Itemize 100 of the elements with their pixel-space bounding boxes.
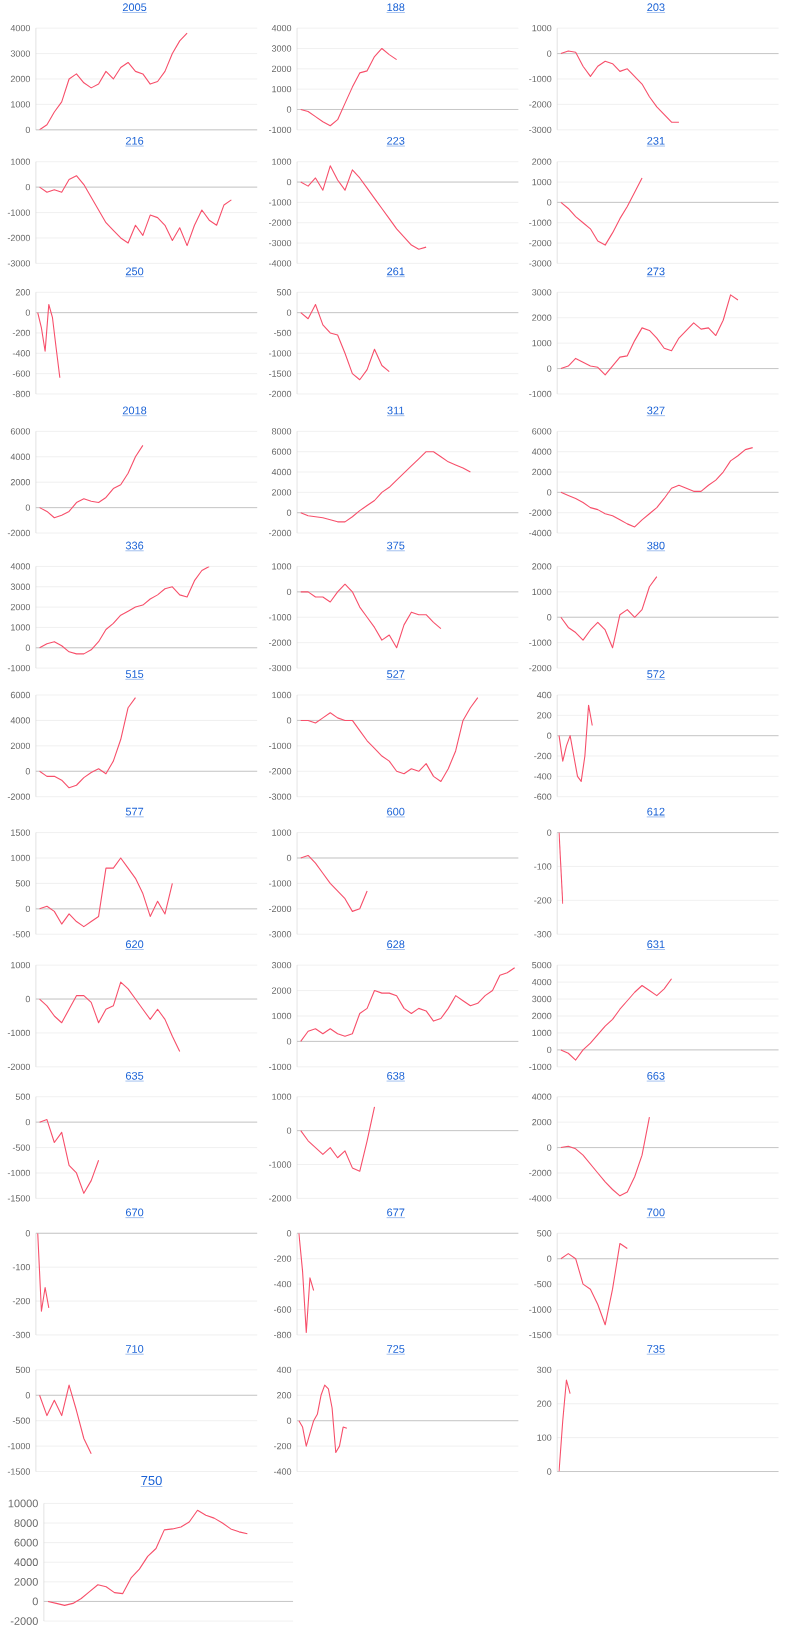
y-tick-label: 0 [546, 199, 552, 206]
y-tick-label: -400 [12, 350, 30, 357]
line-series [36, 303, 61, 379]
y-tick-label: -1000 [528, 390, 552, 398]
chart-title: 261 [386, 267, 405, 276]
y-tick-label: -3000 [268, 793, 291, 800]
y-tick-label: -2000 [268, 639, 291, 646]
y-tick-label: -2000 [7, 1063, 30, 1071]
line-series [38, 1384, 92, 1455]
y-tick-label: -1000 [7, 1169, 30, 1177]
y-tick-label: 0 [25, 644, 30, 651]
chart-title: 380 [646, 541, 665, 550]
y-tick-label: 0 [546, 1144, 552, 1151]
y-tick-label: 0 [286, 854, 291, 862]
chart-title: 677 [386, 1208, 405, 1217]
line-series [558, 704, 593, 782]
line-series [560, 576, 658, 649]
y-tick-label: 1000 [532, 1029, 552, 1037]
y-tick-label: 6000 [14, 1538, 38, 1547]
y-tick-label: 2000 [271, 489, 291, 496]
line-series [38, 175, 232, 247]
y-tick-label: 0 [25, 1392, 30, 1399]
chart-title: 735 [647, 1345, 665, 1353]
y-tick-label: 3000 [10, 50, 30, 57]
chart-title: 700 [647, 1208, 665, 1217]
y-tick-label: 0 [25, 768, 30, 775]
y-tick-label: 2000 [10, 75, 30, 83]
y-tick-label: 2000 [10, 479, 30, 486]
y-tick-label: 4000 [10, 563, 30, 570]
y-tick-label: -200 [273, 1255, 291, 1262]
line-series [299, 697, 479, 782]
y-tick-label: 2000 [531, 1118, 552, 1126]
y-tick-label: 3000 [271, 961, 291, 969]
y-tick-label: -400 [273, 1280, 291, 1288]
y-tick-label: 200 [536, 1400, 552, 1407]
y-tick-label: -2000 [268, 768, 291, 775]
line-series [38, 981, 181, 1053]
y-tick-label: 2000 [271, 65, 291, 72]
y-tick-label: 1000 [272, 691, 291, 699]
y-tick-label: -1000 [268, 742, 291, 750]
y-tick-label: -1000 [7, 209, 30, 216]
y-tick-label: 2000 [531, 563, 552, 570]
y-tick-label: -1000 [528, 639, 552, 646]
y-tick-label: 3000 [531, 995, 552, 1003]
y-tick-label: 2000 [531, 158, 552, 165]
y-tick-label: -200 [12, 329, 30, 337]
chart-title: 2005 [122, 3, 147, 12]
y-tick-label: -1000 [528, 219, 552, 226]
y-tick-label: 0 [546, 732, 552, 739]
y-tick-label: -500 [273, 329, 291, 337]
line-series [38, 1119, 99, 1194]
y-tick-label: 5000 [531, 961, 552, 969]
chart-title: 515 [125, 670, 144, 678]
chart-title: 336 [125, 541, 144, 550]
y-tick-label: -100 [533, 863, 552, 870]
y-tick-label: 0 [286, 309, 291, 316]
y-tick-label: 6000 [10, 691, 30, 699]
y-tick-label: -500 [12, 1144, 30, 1151]
y-tick-label: 1000 [532, 339, 552, 347]
y-tick-label: 6000 [10, 428, 30, 435]
y-tick-label: -2000 [7, 234, 30, 242]
y-tick-label: -2000 [268, 1195, 291, 1202]
y-tick-label: -100 [12, 1264, 30, 1271]
chart-title: 327 [646, 406, 665, 415]
y-tick-label: 4000 [531, 978, 552, 986]
y-tick-label: -3000 [268, 239, 291, 247]
y-tick-label: 4000 [271, 468, 291, 476]
y-tick-label: 6000 [271, 448, 291, 455]
y-tick-label: -200 [533, 752, 552, 760]
y-tick-label: -4000 [528, 1195, 552, 1202]
y-tick-label: -2000 [268, 390, 291, 398]
y-tick-label: -1000 [268, 126, 291, 133]
y-tick-label: 500 [15, 1093, 30, 1100]
chart-title: 203 [647, 3, 665, 12]
y-tick-label: 1000 [532, 588, 552, 596]
y-tick-label: 8000 [14, 1519, 38, 1527]
y-tick-label: 300 [536, 1366, 552, 1374]
y-tick-label: 0 [25, 1118, 30, 1126]
y-tick-label: 0 [286, 1127, 291, 1134]
line-series [298, 1384, 348, 1454]
y-tick-label: 0 [546, 1468, 552, 1475]
y-tick-label: -3000 [268, 931, 291, 938]
y-tick-label: -3000 [268, 664, 291, 672]
y-tick-label: 4000 [10, 453, 30, 460]
y-tick-label: 1000 [10, 101, 30, 108]
y-tick-label: 200 [536, 712, 552, 719]
y-tick-label: -4000 [268, 260, 291, 267]
y-tick-label: 1000 [532, 24, 552, 32]
line-series [560, 447, 754, 528]
y-tick-label: 4000 [13, 1558, 38, 1567]
y-tick-label: -1000 [268, 1063, 291, 1071]
y-tick-label: -1000 [268, 199, 291, 206]
y-tick-label: 0 [25, 905, 30, 913]
y-tick-label: -600 [533, 793, 552, 800]
y-tick-label: 3000 [10, 583, 30, 590]
chart-title: 600 [386, 807, 405, 816]
y-tick-label: -400 [533, 773, 552, 780]
y-tick-label: -2000 [268, 219, 291, 226]
y-tick-label: -1000 [268, 1161, 291, 1168]
line-series [299, 583, 442, 649]
